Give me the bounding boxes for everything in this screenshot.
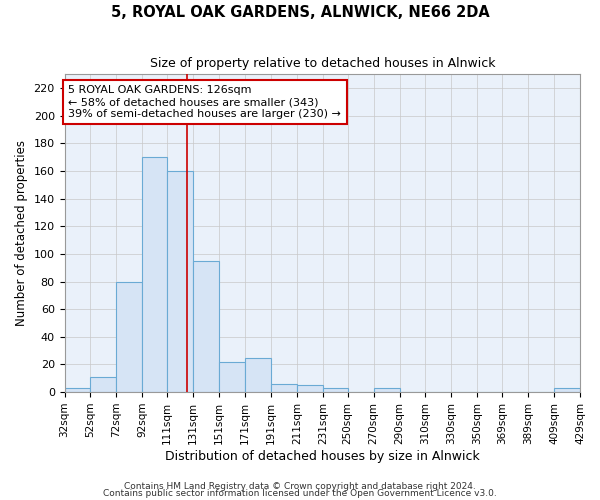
Bar — [271, 384, 297, 392]
X-axis label: Distribution of detached houses by size in Alnwick: Distribution of detached houses by size … — [165, 450, 479, 462]
Text: Contains public sector information licensed under the Open Government Licence v3: Contains public sector information licen… — [103, 490, 497, 498]
Bar — [167, 171, 193, 392]
Title: Size of property relative to detached houses in Alnwick: Size of property relative to detached ho… — [149, 58, 495, 70]
Bar — [116, 282, 142, 392]
Bar — [245, 358, 271, 392]
Bar — [142, 158, 167, 392]
Bar — [219, 362, 245, 392]
Bar — [323, 388, 347, 392]
Y-axis label: Number of detached properties: Number of detached properties — [15, 140, 28, 326]
Bar — [193, 261, 219, 392]
Text: 5 ROYAL OAK GARDENS: 126sqm
← 58% of detached houses are smaller (343)
39% of se: 5 ROYAL OAK GARDENS: 126sqm ← 58% of det… — [68, 86, 341, 118]
Bar — [374, 388, 400, 392]
Text: 5, ROYAL OAK GARDENS, ALNWICK, NE66 2DA: 5, ROYAL OAK GARDENS, ALNWICK, NE66 2DA — [110, 5, 490, 20]
Bar — [554, 388, 580, 392]
Bar — [91, 377, 116, 392]
Text: Contains HM Land Registry data © Crown copyright and database right 2024.: Contains HM Land Registry data © Crown c… — [124, 482, 476, 491]
Bar — [297, 385, 323, 392]
Bar — [65, 388, 91, 392]
